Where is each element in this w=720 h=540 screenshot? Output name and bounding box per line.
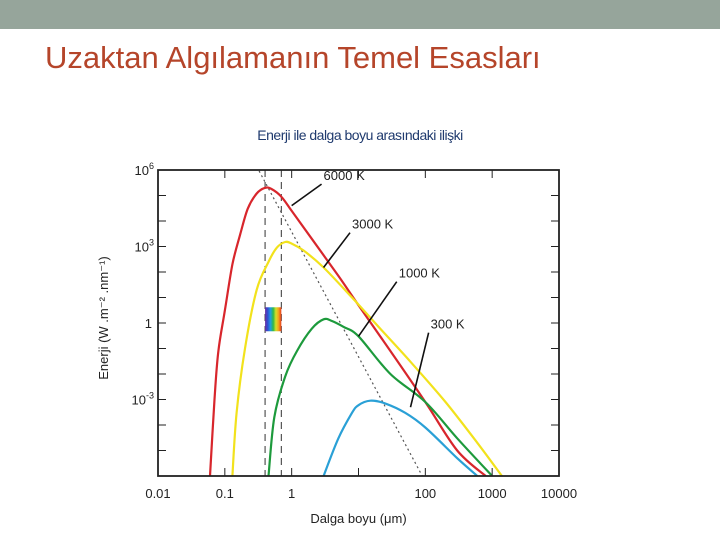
x-tick-label: 1000 <box>478 486 507 501</box>
series-line-3000-k <box>231 240 503 476</box>
x-tick-label: 1 <box>288 486 295 501</box>
chart-title: Enerji ile dalga boyu arasındaki ilişki <box>257 127 463 143</box>
x-axis-label: Dalga boyu (μm) <box>310 511 406 526</box>
y-tick-label: 103 <box>135 238 154 255</box>
series-label-3000-k: 3000 K <box>352 217 394 232</box>
series-label-6000-k: 6000 K <box>324 168 366 183</box>
series-label-1000-k: 1000 K <box>399 266 441 281</box>
pointer-6000-k <box>291 183 323 207</box>
pointer-300-k <box>409 332 430 408</box>
x-tick-label: 0.1 <box>216 486 234 501</box>
series-line-300-k <box>322 399 479 476</box>
y-axis-label: Enerji (W .m⁻² .nm⁻¹) <box>96 256 111 380</box>
series-line-1000-k <box>267 317 494 476</box>
x-tick-label: 0.01 <box>145 486 170 501</box>
slide-title: Uzaktan Algılamanın Temel Esasları <box>45 40 541 75</box>
y-tick-label: 10-3 <box>132 391 154 408</box>
x-tick-label: 10000 <box>541 486 577 501</box>
y-tick-label: 106 <box>135 161 154 178</box>
series-label-300-k: 300 K <box>431 317 465 332</box>
series-line-6000-k <box>208 186 487 476</box>
pointer-3000-k <box>322 232 351 268</box>
visible-spectrum-swatch <box>265 307 282 332</box>
pointer-1000-k <box>357 281 398 337</box>
y-tick-label: 1 <box>145 316 152 331</box>
top-accent-bar <box>0 0 720 29</box>
x-tick-label: 100 <box>414 486 436 501</box>
